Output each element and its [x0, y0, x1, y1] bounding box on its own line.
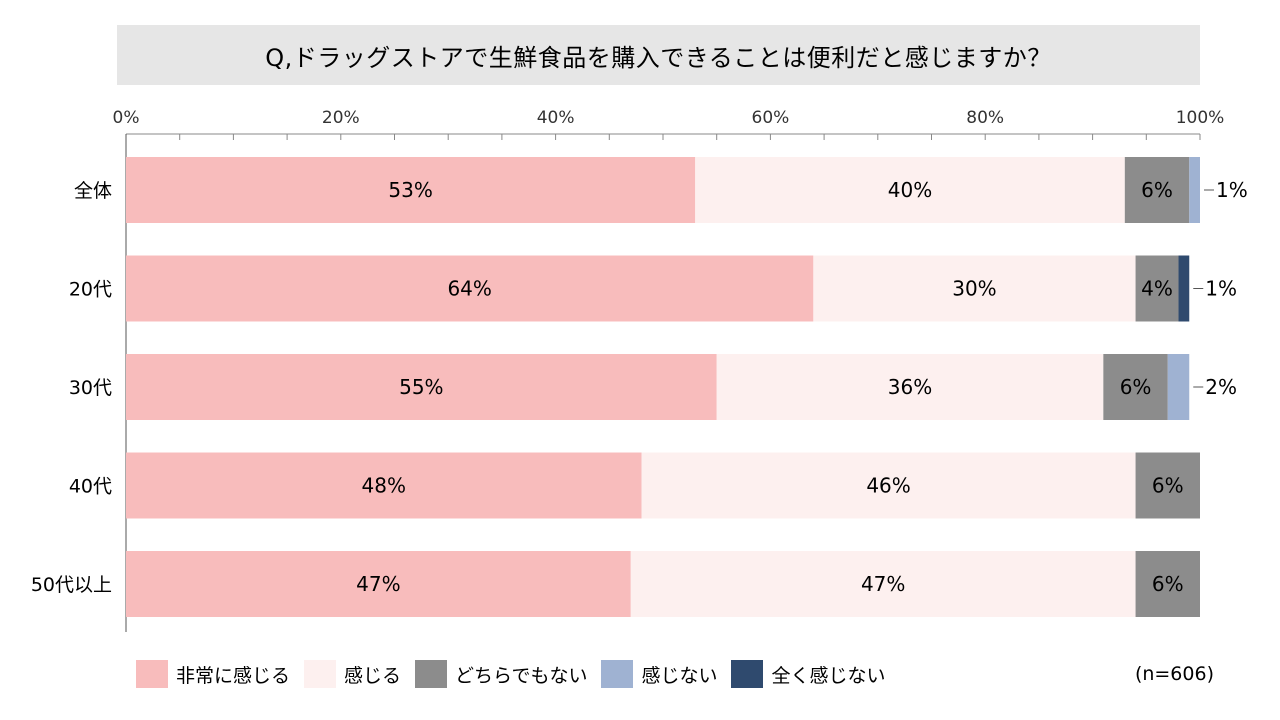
data-label: 6% [1152, 572, 1184, 596]
category-label: 40代 [69, 476, 112, 498]
bar-segment [126, 551, 631, 617]
stacked-bar-chart: 0% 20% 40% 60% 80% 100% 全体 53% 40% 6% 1% 20代 64% 30% 4… [31, 108, 1248, 632]
bar-segment [126, 255, 814, 322]
bar-segment [126, 157, 696, 223]
legend-swatch [304, 660, 337, 688]
bar-segment [630, 551, 1136, 617]
data-label: 46% [866, 474, 910, 498]
data-label: 6% [1141, 178, 1173, 202]
bar-segment [126, 354, 717, 420]
data-label: 6% [1152, 474, 1184, 498]
data-label: 6% [1120, 375, 1152, 399]
x-tick-label: 80% [966, 108, 1004, 128]
bar-segment [1135, 551, 1200, 617]
sample-size: (n=606) [1134, 663, 1214, 685]
category-label: 50代以上 [31, 574, 112, 596]
legend-label: 非常に感じる [176, 664, 291, 687]
outside-data-label: 2% [1205, 375, 1237, 399]
bar-segment [1167, 354, 1190, 420]
bar-segment [1178, 255, 1190, 322]
data-label: 4% [1141, 277, 1173, 301]
legend-label: 感じない [641, 664, 718, 687]
x-tick-label: 0% [113, 108, 140, 128]
x-tick-label: 40% [537, 108, 575, 128]
bar-segment [716, 354, 1104, 420]
data-label: 55% [399, 375, 443, 399]
x-tick-label: 20% [322, 108, 360, 128]
category-label: 30代 [69, 377, 112, 399]
bar-segment [695, 157, 1125, 223]
category-label: 全体 [74, 180, 112, 202]
data-label: 53% [388, 178, 432, 202]
legend-label: 感じる [344, 664, 402, 687]
legend-item: 全く感じない [731, 660, 886, 688]
legend: 非常に感じる 感じる どちらでもない 感じない 全く感じない [136, 659, 900, 689]
legend-swatch [415, 660, 448, 688]
outside-data-label: 1% [1205, 277, 1237, 301]
data-label: 36% [888, 375, 932, 399]
data-label: 40% [888, 178, 932, 202]
bar-segment [1135, 452, 1200, 519]
legend-label: どちらでもない [455, 664, 588, 687]
outside-data-label: 1% [1216, 178, 1248, 202]
legend-swatch [601, 660, 634, 688]
bar-segment [1103, 354, 1168, 420]
legend-item: どちらでもない [415, 660, 587, 688]
legend-item: 感じない [601, 660, 717, 688]
x-tick-label: 100% [1176, 108, 1225, 128]
bar-segment [1189, 157, 1200, 223]
data-label: 48% [362, 474, 406, 498]
legend-item: 感じる [304, 660, 401, 688]
category-label: 20代 [69, 279, 112, 301]
legend-swatch [731, 660, 764, 688]
legend-label: 全く感じない [771, 664, 886, 687]
bar-segment [1135, 255, 1179, 322]
data-label: 30% [952, 277, 996, 301]
data-label: 47% [861, 572, 905, 596]
data-label: 47% [356, 572, 400, 596]
chart-title: Q,ドラッグストアで生鮮食品を購入できることは便利だと感じますか？ [265, 43, 1052, 72]
legend-swatch [136, 660, 168, 688]
bar-segment [641, 452, 1136, 519]
x-tick-label: 60% [752, 108, 790, 128]
chart-title-box: Q,ドラッグストアで生鮮食品を購入できることは便利だと感じますか？ [117, 25, 1200, 85]
legend-item: 非常に感じる [136, 660, 290, 688]
bar-segment [813, 255, 1136, 322]
data-label: 64% [447, 277, 491, 301]
bar-segment [1124, 157, 1190, 223]
bar-segment [126, 452, 642, 519]
